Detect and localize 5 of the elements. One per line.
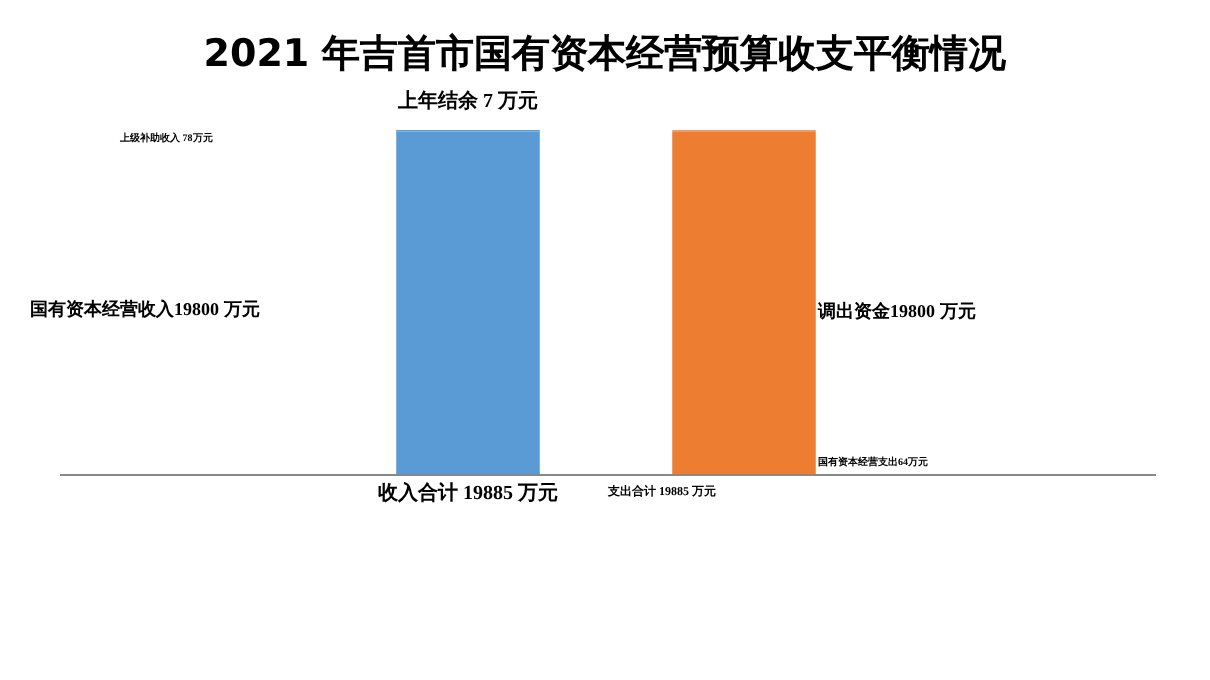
text: 国有资本经营收入19800 万元	[30, 298, 260, 319]
chart-title: 2021 年吉首市国有资本经营预算收支平衡情况	[201, 30, 1009, 80]
annotation: 调出资金19800 万元	[816, 300, 976, 321]
total-label: 收入合计 19885 万元	[378, 481, 558, 506]
data-label: 上年结余 7 万元	[396, 89, 538, 114]
